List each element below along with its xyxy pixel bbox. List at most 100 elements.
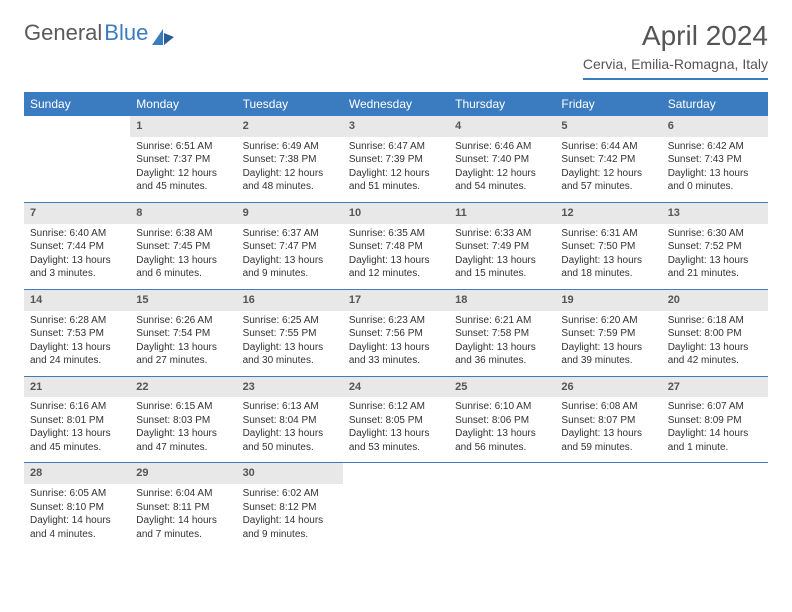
daylight-text: Daylight: 13 hours xyxy=(136,254,230,268)
day-number: 9 xyxy=(237,203,343,224)
daylight-text: Daylight: 13 hours xyxy=(561,254,655,268)
sunrise-text: Sunrise: 6:21 AM xyxy=(455,314,549,328)
daylight-text-2: and 33 minutes. xyxy=(349,354,443,368)
day-number: 1 xyxy=(130,116,236,137)
sunset-text: Sunset: 8:03 PM xyxy=(136,414,230,428)
daylight-text-2: and 51 minutes. xyxy=(349,180,443,194)
calendar-cell: 30Sunrise: 6:02 AMSunset: 8:12 PMDayligh… xyxy=(237,463,343,549)
sunrise-text: Sunrise: 6:18 AM xyxy=(668,314,762,328)
day-number: 18 xyxy=(449,290,555,311)
daylight-text: Daylight: 13 hours xyxy=(668,341,762,355)
daylight-text-2: and 6 minutes. xyxy=(136,267,230,281)
day-content: Sunrise: 6:25 AMSunset: 7:55 PMDaylight:… xyxy=(237,311,343,376)
header: GeneralBlue April 2024 Cervia, Emilia-Ro… xyxy=(24,20,768,80)
calendar-cell: 17Sunrise: 6:23 AMSunset: 7:56 PMDayligh… xyxy=(343,289,449,376)
calendar-cell: 25Sunrise: 6:10 AMSunset: 8:06 PMDayligh… xyxy=(449,376,555,463)
daylight-text: Daylight: 12 hours xyxy=(243,167,337,181)
calendar-body: 1Sunrise: 6:51 AMSunset: 7:37 PMDaylight… xyxy=(24,116,768,549)
daylight-text: Daylight: 13 hours xyxy=(668,254,762,268)
sunrise-text: Sunrise: 6:04 AM xyxy=(136,487,230,501)
calendar-cell: 19Sunrise: 6:20 AMSunset: 7:59 PMDayligh… xyxy=(555,289,661,376)
sunrise-text: Sunrise: 6:15 AM xyxy=(136,400,230,414)
sunrise-text: Sunrise: 6:35 AM xyxy=(349,227,443,241)
sunrise-text: Sunrise: 6:51 AM xyxy=(136,140,230,154)
calendar-cell: 11Sunrise: 6:33 AMSunset: 7:49 PMDayligh… xyxy=(449,202,555,289)
calendar-cell: 9Sunrise: 6:37 AMSunset: 7:47 PMDaylight… xyxy=(237,202,343,289)
sunset-text: Sunset: 7:52 PM xyxy=(668,240,762,254)
daylight-text: Daylight: 13 hours xyxy=(136,341,230,355)
daylight-text: Daylight: 12 hours xyxy=(561,167,655,181)
day-content: Sunrise: 6:18 AMSunset: 8:00 PMDaylight:… xyxy=(662,311,768,376)
sunset-text: Sunset: 8:12 PM xyxy=(243,501,337,515)
day-content: Sunrise: 6:44 AMSunset: 7:42 PMDaylight:… xyxy=(555,137,661,202)
day-content: Sunrise: 6:28 AMSunset: 7:53 PMDaylight:… xyxy=(24,311,130,376)
logo: GeneralBlue xyxy=(24,20,174,46)
weekday-header: Sunday xyxy=(24,92,130,116)
daylight-text: Daylight: 13 hours xyxy=(561,341,655,355)
daylight-text: Daylight: 13 hours xyxy=(455,254,549,268)
sunrise-text: Sunrise: 6:12 AM xyxy=(349,400,443,414)
day-number: 10 xyxy=(343,203,449,224)
calendar-row: 21Sunrise: 6:16 AMSunset: 8:01 PMDayligh… xyxy=(24,376,768,463)
calendar-cell: 6Sunrise: 6:42 AMSunset: 7:43 PMDaylight… xyxy=(662,116,768,202)
daylight-text: Daylight: 13 hours xyxy=(349,341,443,355)
calendar-cell: 21Sunrise: 6:16 AMSunset: 8:01 PMDayligh… xyxy=(24,376,130,463)
daylight-text-2: and 48 minutes. xyxy=(243,180,337,194)
weekday-header: Friday xyxy=(555,92,661,116)
calendar-cell: 8Sunrise: 6:38 AMSunset: 7:45 PMDaylight… xyxy=(130,202,236,289)
sunset-text: Sunset: 7:47 PM xyxy=(243,240,337,254)
day-number: 5 xyxy=(555,116,661,137)
sunrise-text: Sunrise: 6:46 AM xyxy=(455,140,549,154)
day-number: 16 xyxy=(237,290,343,311)
title-block: April 2024 Cervia, Emilia-Romagna, Italy xyxy=(583,20,768,80)
day-content: Sunrise: 6:49 AMSunset: 7:38 PMDaylight:… xyxy=(237,137,343,202)
sunrise-text: Sunrise: 6:20 AM xyxy=(561,314,655,328)
sunset-text: Sunset: 8:07 PM xyxy=(561,414,655,428)
sunrise-text: Sunrise: 6:31 AM xyxy=(561,227,655,241)
sunset-text: Sunset: 7:40 PM xyxy=(455,153,549,167)
day-content: Sunrise: 6:37 AMSunset: 7:47 PMDaylight:… xyxy=(237,224,343,289)
daylight-text-2: and 50 minutes. xyxy=(243,441,337,455)
day-number: 14 xyxy=(24,290,130,311)
daylight-text: Daylight: 13 hours xyxy=(136,427,230,441)
sunset-text: Sunset: 8:09 PM xyxy=(668,414,762,428)
day-number: 4 xyxy=(449,116,555,137)
calendar-cell: 20Sunrise: 6:18 AMSunset: 8:00 PMDayligh… xyxy=(662,289,768,376)
sunset-text: Sunset: 7:56 PM xyxy=(349,327,443,341)
calendar-cell: 18Sunrise: 6:21 AMSunset: 7:58 PMDayligh… xyxy=(449,289,555,376)
calendar-cell xyxy=(343,463,449,549)
day-number: 2 xyxy=(237,116,343,137)
calendar-cell: 16Sunrise: 6:25 AMSunset: 7:55 PMDayligh… xyxy=(237,289,343,376)
day-content: Sunrise: 6:30 AMSunset: 7:52 PMDaylight:… xyxy=(662,224,768,289)
daylight-text-2: and 47 minutes. xyxy=(136,441,230,455)
day-content: Sunrise: 6:47 AMSunset: 7:39 PMDaylight:… xyxy=(343,137,449,202)
sunrise-text: Sunrise: 6:40 AM xyxy=(30,227,124,241)
daylight-text-2: and 21 minutes. xyxy=(668,267,762,281)
sunset-text: Sunset: 7:58 PM xyxy=(455,327,549,341)
daylight-text: Daylight: 12 hours xyxy=(136,167,230,181)
sunrise-text: Sunrise: 6:26 AM xyxy=(136,314,230,328)
calendar-cell: 27Sunrise: 6:07 AMSunset: 8:09 PMDayligh… xyxy=(662,376,768,463)
daylight-text: Daylight: 13 hours xyxy=(30,341,124,355)
sunset-text: Sunset: 7:44 PM xyxy=(30,240,124,254)
day-number: 22 xyxy=(130,377,236,398)
calendar-cell: 29Sunrise: 6:04 AMSunset: 8:11 PMDayligh… xyxy=(130,463,236,549)
sail-icon xyxy=(152,25,174,41)
daylight-text: Daylight: 13 hours xyxy=(561,427,655,441)
daylight-text-2: and 54 minutes. xyxy=(455,180,549,194)
daylight-text: Daylight: 12 hours xyxy=(349,167,443,181)
calendar-row: 1Sunrise: 6:51 AMSunset: 7:37 PMDaylight… xyxy=(24,116,768,202)
calendar-cell: 23Sunrise: 6:13 AMSunset: 8:04 PMDayligh… xyxy=(237,376,343,463)
weekday-header-row: Sunday Monday Tuesday Wednesday Thursday… xyxy=(24,92,768,116)
sunrise-text: Sunrise: 6:13 AM xyxy=(243,400,337,414)
sunrise-text: Sunrise: 6:02 AM xyxy=(243,487,337,501)
day-number: 29 xyxy=(130,463,236,484)
sunset-text: Sunset: 7:55 PM xyxy=(243,327,337,341)
daylight-text: Daylight: 14 hours xyxy=(243,514,337,528)
day-content: Sunrise: 6:31 AMSunset: 7:50 PMDaylight:… xyxy=(555,224,661,289)
calendar-cell: 12Sunrise: 6:31 AMSunset: 7:50 PMDayligh… xyxy=(555,202,661,289)
logo-text-2: Blue xyxy=(104,20,148,46)
daylight-text-2: and 18 minutes. xyxy=(561,267,655,281)
sunrise-text: Sunrise: 6:38 AM xyxy=(136,227,230,241)
calendar-cell xyxy=(449,463,555,549)
